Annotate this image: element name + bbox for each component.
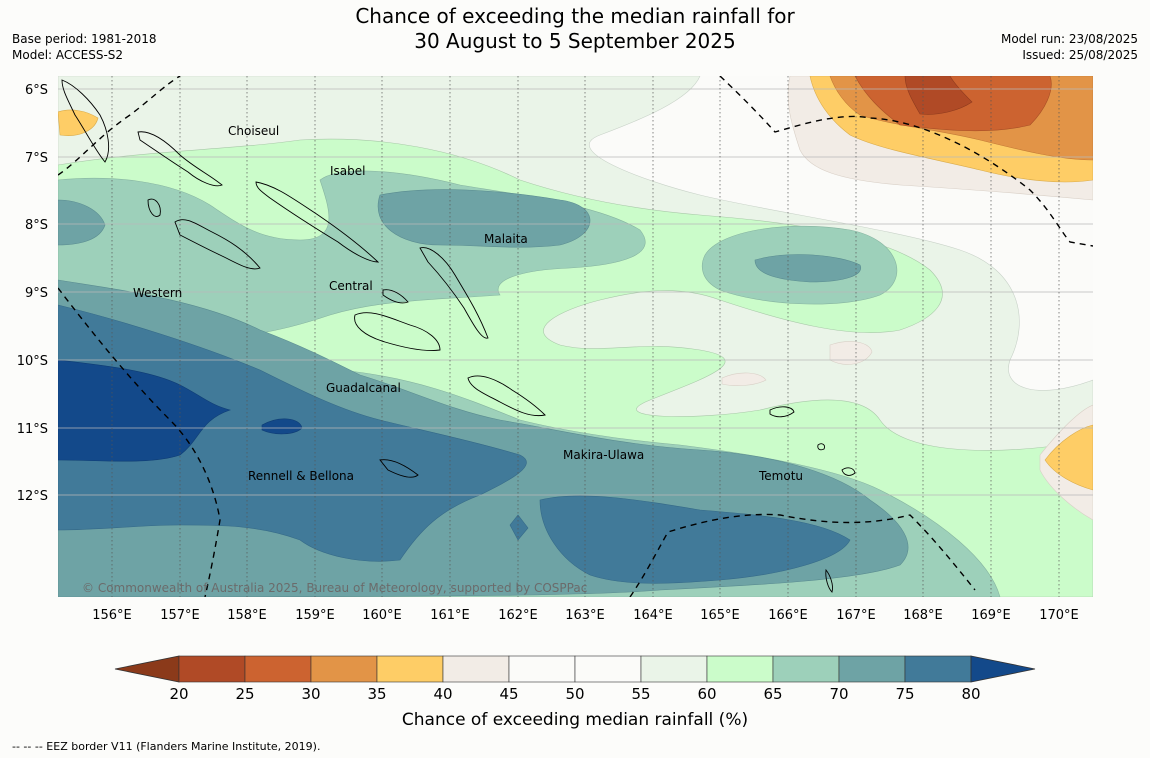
colorbar-tick-label: 60 <box>697 685 716 700</box>
colorbar-swatch <box>310 655 378 683</box>
island-makira <box>467 375 546 417</box>
lon-gridlines <box>111 76 1060 597</box>
place-guadalcanal: Guadalcanal <box>326 381 401 395</box>
meta-left: Base period: 1981-2018 Model: ACCESS-S2 <box>12 31 157 63</box>
island-vanikoro <box>817 443 825 451</box>
colorbar: 20 25 30 35 40 45 50 55 60 65 70 75 80 <box>114 655 1036 700</box>
model-run: Model run: 23/08/2025 <box>1000 32 1138 46</box>
colorbar-tick-label: 80 <box>961 685 980 700</box>
lon-label: 170°E <box>1039 608 1079 623</box>
eez-border <box>58 76 1093 597</box>
colorbar-extend-low <box>114 655 180 683</box>
title-line-2: 30 August to 5 September 2025 <box>414 29 736 53</box>
lat-label: 7°S <box>25 151 48 166</box>
lat-label: 11°S <box>17 422 48 437</box>
place-makira-ulawa: Makira-Ulawa <box>563 448 644 462</box>
colorbar-swatch <box>442 655 510 683</box>
colorbar-swatch <box>574 655 642 683</box>
colorbar-tick-label: 50 <box>565 685 584 700</box>
lon-label: 165°E <box>700 608 740 623</box>
meta-right: Model run: 23/08/2025 Issued: 25/08/2025 <box>1001 31 1138 63</box>
lon-label: 161°E <box>430 608 470 623</box>
contour-75-80 <box>58 304 851 584</box>
colorbar-title: Chance of exceeding median rainfall (%) <box>401 710 749 730</box>
colorbar-tick-label: 70 <box>829 685 848 700</box>
island-temotu-santa-cruz <box>769 406 795 418</box>
colorbar-swatch <box>772 655 840 683</box>
island-choiseul <box>137 131 223 187</box>
lon-label: 167°E <box>836 608 876 623</box>
contour-20-25 <box>904 76 973 115</box>
colorbar-tick-label: 30 <box>301 685 320 700</box>
issued-date: Issued: 25/08/2025 <box>1022 48 1138 62</box>
colorbar-tick-label: 75 <box>895 685 914 700</box>
lat-labels: 6°S 7°S 8°S 9°S 10°S 11°S 12°S <box>17 83 48 504</box>
island-rennell <box>379 459 419 478</box>
lon-label: 159°E <box>295 608 335 623</box>
lat-label: 10°S <box>17 354 48 369</box>
island-central <box>382 289 409 304</box>
place-choiseul: Choiseul <box>228 124 279 138</box>
eez-legend: -- -- -- EEZ border V11 (Flanders Marine… <box>12 740 321 753</box>
colorbar-tick-label: 55 <box>631 685 650 700</box>
place-temotu: Temotu <box>758 469 803 483</box>
lon-label: 162°E <box>498 608 538 623</box>
rainfall-map: 6°S 7°S 8°S 9°S 10°S 11°S 12°S 156°E 157… <box>17 76 1093 700</box>
lat-label: 9°S <box>25 286 48 301</box>
lon-label: 166°E <box>768 608 808 623</box>
colorbar-tick-label: 20 <box>169 685 188 700</box>
colorbar-swatch <box>376 655 444 683</box>
island-malaita <box>419 247 489 339</box>
lon-label: 163°E <box>565 608 605 623</box>
island-isabel <box>255 181 380 263</box>
colorbar-tick-label: 45 <box>499 685 518 700</box>
chart-title: Chance of exceeding the median rainfall … <box>0 4 1150 54</box>
colorbar-swatch <box>838 655 906 683</box>
lat-label: 12°S <box>17 489 48 504</box>
lat-label: 6°S <box>25 83 48 98</box>
title-line-1: Chance of exceeding the median rainfall … <box>355 4 795 28</box>
island-western-small <box>147 198 161 217</box>
colorbar-tick-label: 35 <box>367 685 386 700</box>
place-western: Western <box>133 286 182 300</box>
colorbar-swatch <box>244 655 312 683</box>
contour-40-45 <box>721 76 1093 521</box>
place-isabel: Isabel <box>330 164 365 178</box>
lon-label: 158°E <box>227 608 267 623</box>
colorbar-swatch <box>178 655 246 683</box>
colorbar-swatch <box>508 655 576 683</box>
place-rennell-bellona: Rennell & Bellona <box>248 469 354 483</box>
lon-label: 168°E <box>903 608 943 623</box>
island-guadalcanal <box>354 312 441 351</box>
lon-label: 164°E <box>633 608 673 623</box>
place-central: Central <box>329 279 373 293</box>
lon-label: 157°E <box>160 608 200 623</box>
lon-label: 156°E <box>92 608 132 623</box>
copyright-notice: © Commonwealth of Australia 2025, Bureau… <box>82 581 587 595</box>
colorbar-swatch <box>706 655 774 683</box>
colorbar-extend-high <box>970 655 1036 683</box>
place-malaita: Malaita <box>484 232 528 246</box>
colorbar-tick-label: 65 <box>763 685 782 700</box>
lat-label: 8°S <box>25 218 48 233</box>
colorbar-swatch <box>640 655 708 683</box>
island-new-georgia <box>174 219 261 270</box>
lon-labels: 156°E 157°E 158°E 159°E 160°E 161°E 162°… <box>92 608 1079 623</box>
lon-label: 169°E <box>971 608 1011 623</box>
colorbar-tick-label: 25 <box>235 685 254 700</box>
map-field <box>58 76 1093 597</box>
island-temotu-small <box>841 467 856 476</box>
colorbar-tick-label: 40 <box>433 685 452 700</box>
model-name: Model: ACCESS-S2 <box>12 48 124 62</box>
island-south-small <box>825 568 833 593</box>
place-labels: Choiseul Isabel Malaita Western Central … <box>133 124 803 483</box>
lon-label: 160°E <box>362 608 402 623</box>
lat-gridlines <box>58 88 1093 496</box>
colorbar-swatch <box>904 655 972 683</box>
coastlines <box>61 79 856 593</box>
island-bougainville <box>61 79 110 163</box>
base-period: Base period: 1981-2018 <box>12 32 157 46</box>
